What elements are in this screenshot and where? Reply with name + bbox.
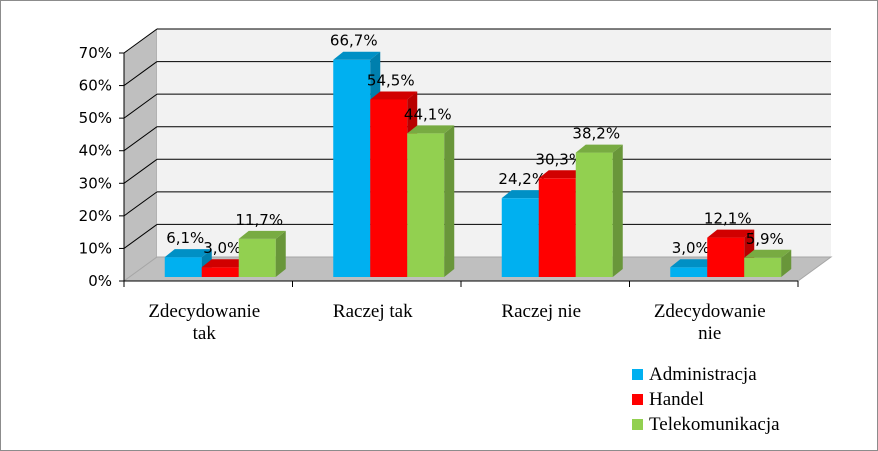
data-label: 30,3%: [535, 150, 583, 168]
data-label: 11,7%: [235, 211, 283, 229]
bar-top: [501, 190, 549, 199]
y-tick-label: 10%: [79, 239, 112, 257]
back-wall: [157, 29, 831, 257]
bar-front: [333, 59, 371, 278]
bar-front: [407, 133, 445, 277]
data-label: 12,1%: [704, 210, 752, 228]
bar-front: [575, 152, 613, 277]
gridline-side: [123, 126, 158, 152]
gridline-side: [123, 93, 158, 119]
data-label: 54,5%: [367, 71, 415, 89]
y-tick-label: 0%: [88, 272, 112, 290]
data-label: 3,0%: [672, 239, 710, 257]
data-label: 66,7%: [330, 32, 378, 50]
data-label: 38,2%: [572, 125, 620, 143]
legend-label: Administracja: [649, 364, 757, 385]
y-tick-label: 20%: [79, 207, 112, 225]
bar-top: [370, 91, 418, 100]
bar-top: [333, 51, 381, 60]
side-wall: [123, 28, 158, 282]
bar-top: [407, 125, 455, 134]
legend-swatch: [632, 369, 643, 380]
legend: Administracja Handel Telekomunikacja: [632, 364, 780, 435]
gridline-side: [123, 61, 158, 86]
bar-top: [670, 259, 718, 268]
data-label: 5,9%: [746, 230, 784, 248]
bar-top: [164, 249, 212, 258]
bar-top: [238, 230, 286, 239]
gridline-side: [123, 158, 158, 184]
bar-front: [744, 257, 782, 277]
bar-front: [670, 267, 708, 277]
bar-side: [612, 144, 623, 277]
bar-front: [201, 267, 239, 277]
x-tick-label: Raczej nie: [501, 301, 581, 322]
gridline-side: [123, 28, 158, 54]
bar-front: [370, 99, 408, 277]
bar-top: [707, 229, 755, 238]
bar-front: [538, 178, 576, 277]
y-tick-label: 30%: [79, 174, 112, 192]
data-label: 24,2%: [498, 170, 546, 188]
y-tick-label: 50%: [79, 109, 112, 127]
data-label: 6,1%: [166, 229, 204, 247]
bar-top: [538, 170, 586, 179]
legend-swatch: [632, 394, 643, 405]
y-tick-label: 70%: [79, 44, 112, 62]
x-tick-label: Raczej tak: [333, 301, 413, 322]
legend-swatch: [632, 419, 643, 430]
x-tick-label: Zdecydowanie: [654, 301, 766, 322]
bar-front: [164, 257, 202, 277]
x-tick-label: Zdecydowanie: [148, 301, 260, 322]
gridline-side: [123, 224, 158, 249]
x-tick-label: nie: [698, 323, 721, 344]
x-tick-label: tak: [193, 323, 217, 344]
bar-front: [238, 238, 276, 277]
data-label: 3,0%: [203, 239, 241, 257]
legend-label: Telekomunikacja: [649, 414, 780, 435]
legend-label: Handel: [649, 389, 704, 410]
bar-side: [444, 125, 455, 277]
bar-top: [744, 249, 792, 258]
y-tick-label: 40%: [79, 142, 112, 160]
bar-top: [201, 259, 249, 268]
bar-side: [275, 230, 286, 277]
data-label: 44,1%: [404, 105, 452, 123]
gridline-side: [123, 191, 158, 217]
bar-front: [707, 237, 745, 277]
bar-top: [575, 144, 623, 153]
y-tick-label: 60%: [79, 77, 112, 95]
bar-side: [781, 249, 792, 277]
bar-front: [501, 198, 539, 277]
